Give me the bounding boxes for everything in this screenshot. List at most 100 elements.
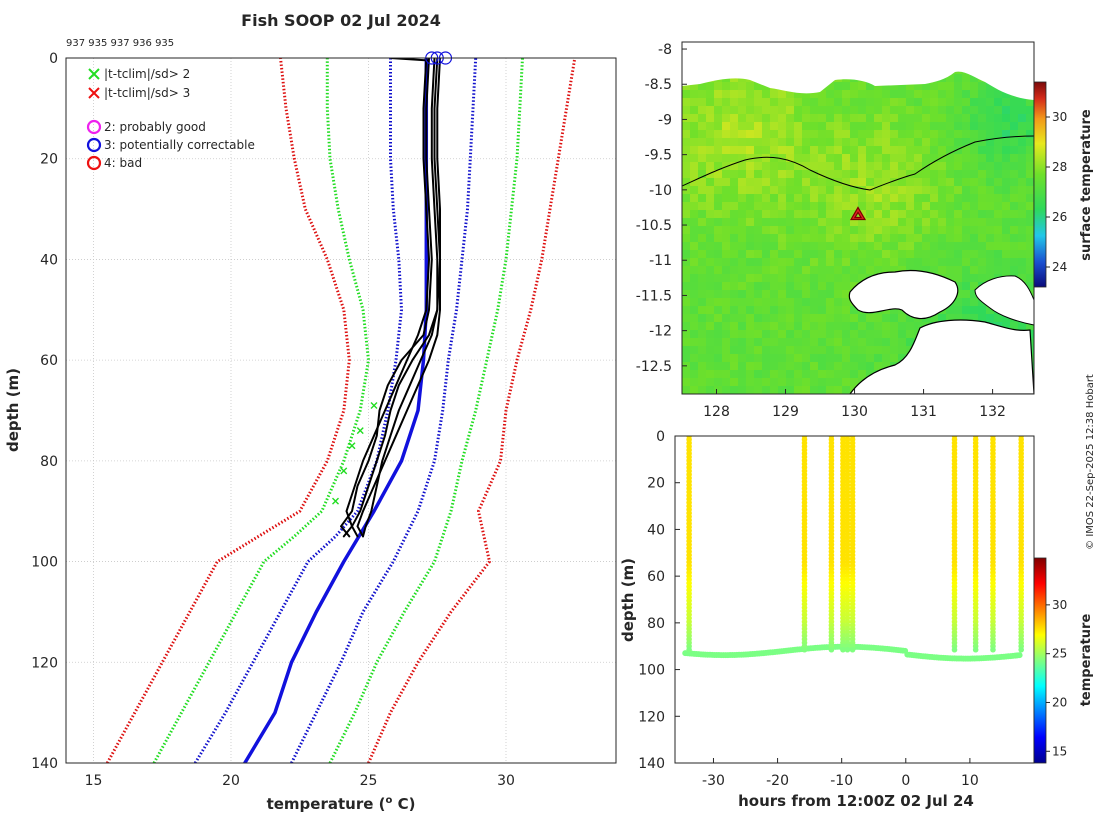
sst-cell xyxy=(930,90,938,98)
sst-cell xyxy=(922,258,930,266)
sst-cell xyxy=(698,218,706,226)
sst-cell xyxy=(1026,130,1034,138)
sst-cell xyxy=(898,170,906,178)
sst-cell xyxy=(954,154,962,162)
sst-cell xyxy=(826,194,834,202)
sst-cell xyxy=(690,138,698,146)
sst-cell xyxy=(962,306,970,314)
sst-cell xyxy=(930,98,938,106)
sst-cell xyxy=(882,202,890,210)
sst-cell xyxy=(714,202,722,210)
x-axis-label: temperature (o C) xyxy=(267,795,416,813)
sst-cell xyxy=(882,210,890,218)
profile-point xyxy=(840,646,846,653)
sst-cell xyxy=(738,202,746,210)
sst-cell xyxy=(706,218,714,226)
sst-cell xyxy=(890,330,898,338)
legend-cross-icon xyxy=(88,87,100,99)
sst-cell xyxy=(938,258,946,266)
sst-cell xyxy=(890,130,898,138)
sst-cell xyxy=(722,186,730,194)
sst-colorbar-tick-label: 30 xyxy=(1052,110,1067,124)
sst-cell xyxy=(778,210,786,218)
sst-cell xyxy=(890,194,898,202)
sst-cell xyxy=(970,98,978,106)
sst-cell xyxy=(802,122,810,130)
sst-cell xyxy=(738,90,746,98)
sst-cell xyxy=(986,242,994,250)
sst-cell xyxy=(738,194,746,202)
sst-cell xyxy=(770,330,778,338)
sst-cell xyxy=(898,98,906,106)
sst-cell xyxy=(978,218,986,226)
sst-cell xyxy=(906,130,914,138)
series-profile-2 xyxy=(351,58,439,538)
sst-cell xyxy=(746,346,754,354)
sst-cell xyxy=(810,194,818,202)
y-tick-label: 40 xyxy=(40,252,58,268)
sst-cell xyxy=(914,114,922,122)
sst-cell xyxy=(786,362,794,370)
sst-cell xyxy=(906,258,914,266)
sst-cell xyxy=(706,298,714,306)
map-y-tick-label: -9 xyxy=(658,112,672,128)
sst-cell xyxy=(954,274,962,282)
sst-cell xyxy=(842,130,850,138)
sst-cell xyxy=(706,186,714,194)
sst-cell xyxy=(850,178,858,186)
sst-cell xyxy=(746,90,754,98)
sst-cell xyxy=(906,314,914,322)
sst-cell xyxy=(722,322,730,330)
sst-cell xyxy=(722,178,730,186)
sst-cell xyxy=(850,186,858,194)
sst-cell xyxy=(706,90,714,98)
sst-cell xyxy=(970,162,978,170)
sst-cell xyxy=(706,122,714,130)
sst-cell xyxy=(818,154,826,162)
sst-cell xyxy=(770,362,778,370)
sst-cell xyxy=(834,378,842,386)
sst-cell xyxy=(818,330,826,338)
sst-cell xyxy=(1002,226,1010,234)
sst-cell xyxy=(738,322,746,330)
sst-cell xyxy=(706,354,714,362)
sst-cell xyxy=(682,386,690,394)
sst-cell xyxy=(922,186,930,194)
sst-cell xyxy=(794,194,802,202)
sst-cell xyxy=(866,242,874,250)
sst-cell xyxy=(930,210,938,218)
sst-cell xyxy=(730,386,738,394)
sst-cell xyxy=(914,234,922,242)
sst-cell xyxy=(826,106,834,114)
sst-cell xyxy=(978,98,986,106)
sst-cell xyxy=(754,210,762,218)
sst-cell xyxy=(762,370,770,378)
sst-cell xyxy=(882,194,890,202)
sst-cell xyxy=(738,274,746,282)
series-clim-1sd-right xyxy=(290,58,478,763)
sst-cell xyxy=(1010,154,1018,162)
sst-cell xyxy=(730,202,738,210)
sst-cell xyxy=(690,226,698,234)
sst-cell xyxy=(682,346,690,354)
sst-cell xyxy=(922,90,930,98)
sst-cell xyxy=(714,386,722,394)
sst-cell xyxy=(1026,106,1034,114)
sst-cell xyxy=(786,90,794,98)
sst-cell xyxy=(1002,218,1010,226)
sst-cell xyxy=(946,74,954,82)
y-axis-label: depth (m) xyxy=(4,368,22,452)
sst-cell xyxy=(818,122,826,130)
sst-cell xyxy=(682,162,690,170)
sst-cell xyxy=(874,90,882,98)
sst-cell xyxy=(762,322,770,330)
sst-cell xyxy=(810,186,818,194)
sst-cell xyxy=(682,274,690,282)
sst-cell xyxy=(722,218,730,226)
sst-cell xyxy=(986,306,994,314)
sst-cell xyxy=(922,146,930,154)
sst-cell xyxy=(890,122,898,130)
